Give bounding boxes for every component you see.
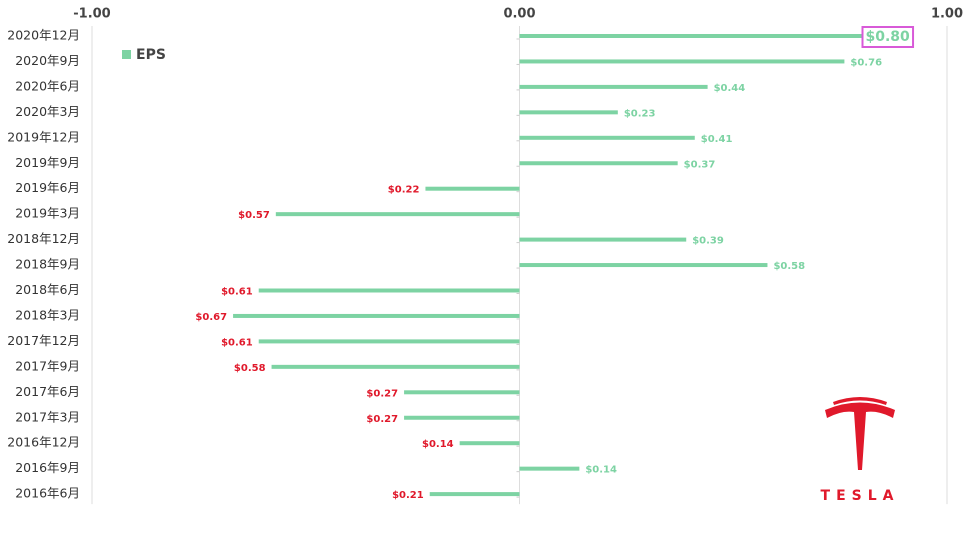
bar: [459, 441, 520, 446]
x-tick-label: 0.00: [503, 7, 535, 22]
y-tick-label: 2018年6月: [15, 282, 80, 297]
value-label: $0.41: [701, 134, 733, 145]
y-tick-label: 2018年3月: [15, 307, 80, 322]
value-label: $0.14: [585, 465, 617, 476]
y-tick-label: 2017年9月: [15, 358, 80, 373]
y-tick-label: 2020年12月: [7, 28, 80, 43]
bar: [519, 263, 768, 268]
value-label: $0.37: [684, 159, 716, 170]
y-tick-label: 2020年9月: [15, 53, 80, 68]
y-tick-label: 2017年6月: [15, 384, 80, 399]
value-label: $0.21: [392, 490, 424, 501]
value-label: $0.44: [714, 83, 746, 94]
highlight-box: [861, 26, 915, 48]
value-label: $0.14: [422, 439, 454, 450]
y-tick-label: 2017年3月: [15, 409, 80, 424]
value-label: $0.61: [221, 337, 253, 348]
bar: [519, 34, 862, 38]
y-tick-label: 2016年12月: [7, 435, 80, 450]
value-label: $0.39: [692, 236, 724, 247]
bar: [519, 237, 687, 242]
value-label: $0.22: [388, 185, 420, 196]
value-label: $0.80: [866, 29, 911, 45]
logo-arc: [833, 397, 887, 405]
bar: [271, 364, 520, 369]
value-label: $0.76: [850, 57, 882, 68]
value-label: $0.23: [624, 108, 656, 119]
bar: [519, 59, 845, 64]
value-label: $0.27: [366, 388, 398, 399]
bar: [233, 313, 520, 318]
logo-text: TESLA: [821, 488, 900, 504]
legend-swatch: [122, 50, 131, 59]
x-tick-label: -1.00: [73, 7, 110, 22]
y-tick-label: 2019年12月: [7, 129, 80, 144]
logo: TESLA: [821, 397, 900, 504]
value-label: $0.61: [221, 287, 253, 298]
y-tick-label: 2019年6月: [15, 180, 80, 195]
y-tick-label: 2018年9月: [15, 257, 80, 272]
y-tick-label: 2020年6月: [15, 78, 80, 93]
bar: [404, 415, 520, 420]
y-tick-label: 2016年6月: [15, 486, 80, 501]
y-tick-label: 2016年9月: [15, 460, 80, 475]
bar: [275, 212, 520, 217]
x-tick-label: 1.00: [931, 7, 963, 22]
y-tick-label: 2017年12月: [7, 333, 80, 348]
logo-mark: [825, 402, 895, 470]
bar: [519, 161, 678, 166]
value-label: $0.58: [234, 363, 266, 374]
y-tick-label: 2019年3月: [15, 206, 80, 221]
bar: [258, 339, 520, 344]
legend-label: EPS: [136, 47, 166, 63]
y-tick-label: 2019年9月: [15, 155, 80, 170]
y-tick-label: 2018年12月: [7, 231, 80, 246]
value-label: $0.67: [195, 312, 227, 323]
bar: [404, 390, 520, 395]
bar: [519, 135, 695, 140]
value-label: $0.58: [773, 261, 805, 272]
bar: [519, 466, 580, 471]
bar: [519, 84, 708, 89]
value-label: $0.27: [366, 414, 398, 425]
bar: [429, 492, 520, 497]
bar: [425, 186, 520, 191]
value-label: $0.57: [238, 210, 270, 221]
bar: [258, 288, 520, 293]
bar: [519, 110, 618, 115]
y-tick-label: 2020年3月: [15, 104, 80, 119]
